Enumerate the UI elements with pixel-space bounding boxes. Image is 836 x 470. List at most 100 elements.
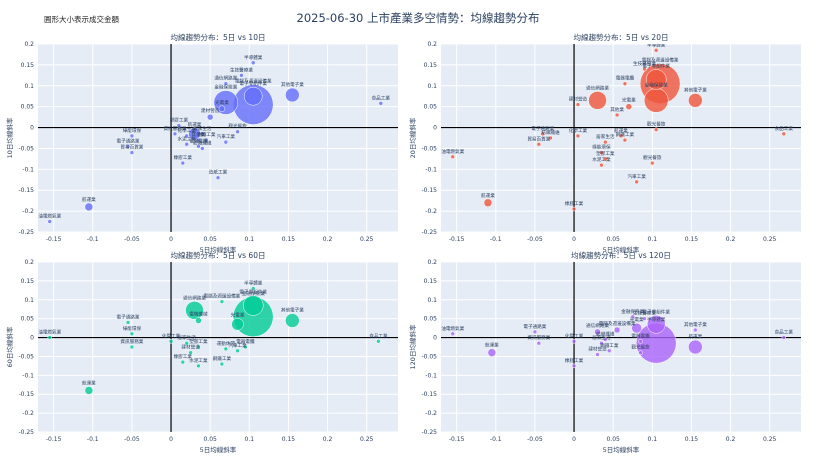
data-point [195,317,202,324]
data-point [196,137,201,143]
point-label: 貿易百貨業 [527,135,550,142]
y-tick-label: -0.1 [22,372,34,379]
data-point [483,198,493,208]
data-point [450,154,455,160]
y-tick-label: -0.1 [425,372,437,379]
point-label: 化學工業 [565,332,584,339]
x-tick-label: 0.15 [685,236,699,243]
point-label: 電子通路業 [523,323,546,330]
point-label: 紡織纖維 [596,330,615,337]
y-tick-label: -0.1 [22,166,34,173]
point-label: 造紙工業 [209,169,228,176]
point-label: 電子零組件業 [642,308,670,315]
point-label: 通信網路業 [586,84,609,91]
data-point [218,105,226,113]
data-point [196,344,201,350]
data-point [688,93,703,108]
point-label: 其他電子業 [684,321,707,328]
point-label: 塑膠工業 [189,338,208,345]
data-point [532,329,538,335]
point-label: 油電燃氣業 [38,213,61,220]
point-label: 光電業 [231,311,245,318]
x-tick-label: 0.05 [203,236,217,243]
point-label: 半導體業 [647,41,666,48]
y-tick-label: -0.1 [425,166,437,173]
data-point [219,299,225,304]
y-tick-label: 0.15 [424,278,438,285]
data-point [638,350,643,355]
page-title: 2025-06-30 上市產業多空情勢：均線趨勢分布 [296,11,540,25]
point-label: 運動休閒 [217,340,236,347]
point-label: 油電燃氣業 [38,329,61,336]
x-axis-label: 5日均線斜率 [603,445,640,454]
point-label: 航運業 [614,127,628,134]
data-point [200,131,205,137]
y-tick-label: -0.05 [421,145,437,152]
data-point [172,131,178,137]
x-tick-label: 0.2 [323,436,333,443]
plot-area [441,262,801,432]
chart-panel-3: -0.15 -0.1 -0.05 0 0.05 0.1 0.15 0.2 0.25 -0.25 -0… [5,250,398,454]
y-tick-label: 0.2 [24,259,34,266]
x-tick-label: 0.1 [648,236,658,243]
x-tick-label: 0 [169,436,173,443]
point-label: 油電燃氣業 [441,148,464,155]
data-point [650,160,655,166]
point-label: 其他電子業 [281,81,304,88]
x-tick-label: -0.15 [46,236,62,243]
data-point [536,142,542,147]
point-label: 金融保險業 [242,290,265,297]
point-label: 食品工業 [775,125,794,132]
data-point [223,139,229,145]
point-label: 居家生活 [193,125,212,132]
x-tick-label: -0.15 [449,436,465,443]
point-label: 鋼鐵工業 [213,355,232,362]
point-label: 航運業 [188,121,202,128]
y-tick-label: -0.05 [421,353,437,360]
data-point [235,129,240,134]
data-point [594,328,601,336]
point-label: 塑膠工業 [170,116,189,123]
data-point [84,202,94,212]
data-point [184,340,189,346]
point-label: 橡膠工業 [174,154,193,161]
chart-panel-4: -0.15 -0.1 -0.05 0 0.05 0.1 0.15 0.2 0.25 -0.25 -0… [408,250,801,454]
point-label: 電子通路業 [117,313,140,320]
point-label: 塑膠工業 [596,150,615,157]
point-label: 橡膠工業 [565,200,584,207]
point-label: 觀光餐旅 [647,121,666,128]
point-label: 化學工業 [162,332,181,339]
point-label: 食品工業 [372,94,391,101]
point-label: 建材營造 [201,107,220,114]
x-tick-label: 0.2 [726,236,736,243]
x-tick-label: 0.25 [360,436,374,443]
point-label: 油電燃氣業 [441,325,464,332]
point-label: 電器電纜 [189,137,208,144]
data-point [125,144,131,149]
point-label: 水泥工業 [178,135,197,142]
x-tick-label: 0.25 [763,236,777,243]
data-point [129,331,135,337]
y-tick-label: -0.05 [18,145,34,152]
y-tick-label: -0.15 [18,391,34,398]
point-label: 電子零組件業 [642,63,670,70]
point-label: 生技醫療業 [633,310,656,317]
data-point [653,48,659,53]
point-label: 居家生活 [596,133,615,140]
point-label: 化學工業 [178,127,197,134]
point-label: 光電業 [215,99,229,106]
x-tick-label: -0.1 [87,436,99,443]
plot-area [38,262,398,432]
x-tick-label: 0.05 [606,236,620,243]
data-point [285,87,300,103]
y-tick-label: -0.2 [22,410,34,417]
y-tick-label: -0.2 [425,208,437,215]
data-point [540,131,545,137]
data-point [180,359,186,365]
data-point [575,133,581,139]
data-point [653,127,659,132]
point-label: 食品工業 [369,332,388,339]
